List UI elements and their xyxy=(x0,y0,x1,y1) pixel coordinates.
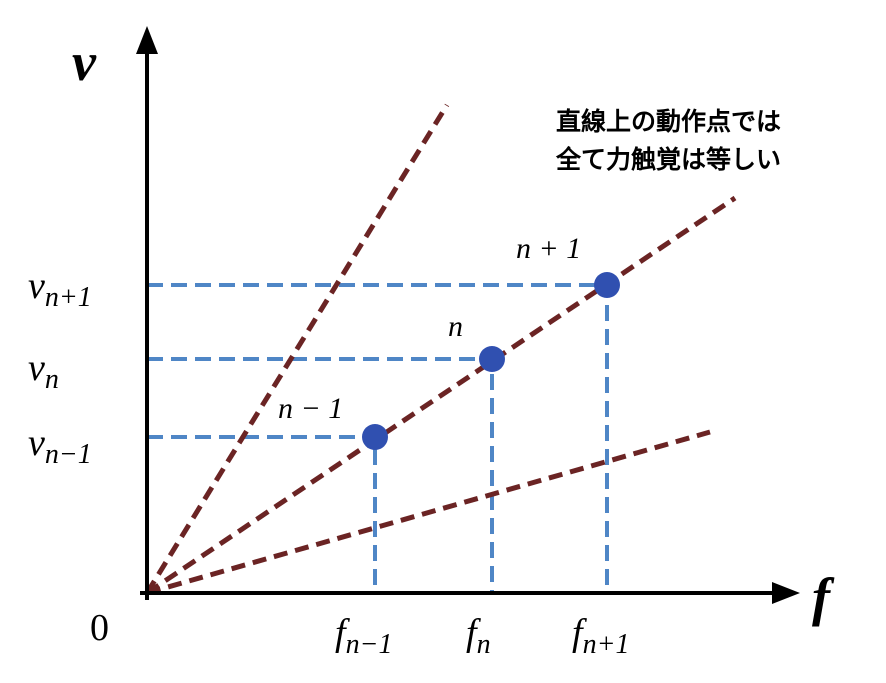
operating-point xyxy=(594,272,620,298)
y-arrow xyxy=(136,26,158,54)
x-arrow xyxy=(772,582,800,604)
operating-point xyxy=(479,346,505,372)
op-line xyxy=(145,195,737,596)
x-tick-label: fn xyxy=(466,612,491,660)
sub: n xyxy=(45,364,59,395)
base: v xyxy=(28,265,45,307)
point-label: n − 1 xyxy=(278,392,343,425)
base: v xyxy=(28,347,45,389)
sub: n+1 xyxy=(583,629,630,660)
sub: n−1 xyxy=(45,439,92,470)
origin-label: 0 xyxy=(90,607,109,649)
x-tick-label: fn−1 xyxy=(335,612,392,660)
point-label: n xyxy=(448,310,463,343)
annotation: 全て力触覚は等しい xyxy=(555,145,781,174)
sub: n+1 xyxy=(45,282,92,313)
operating-point xyxy=(362,424,388,450)
sub: n xyxy=(477,629,491,660)
y-axis-label: v xyxy=(72,32,97,92)
x-axis-label: f xyxy=(812,567,835,627)
base: v xyxy=(28,422,45,464)
op-line xyxy=(146,429,711,596)
x-tick-label: fn+1 xyxy=(572,612,629,660)
annotation: 直線上の動作点では xyxy=(556,107,781,136)
y-tick-label: vn+1 xyxy=(28,265,92,313)
op-line xyxy=(144,103,450,595)
y-tick-label: vn−1 xyxy=(28,422,92,470)
point-label: n + 1 xyxy=(516,232,581,265)
sub: n−1 xyxy=(346,629,393,660)
operating-lines xyxy=(144,103,737,596)
y-tick-label: vn xyxy=(28,347,59,395)
